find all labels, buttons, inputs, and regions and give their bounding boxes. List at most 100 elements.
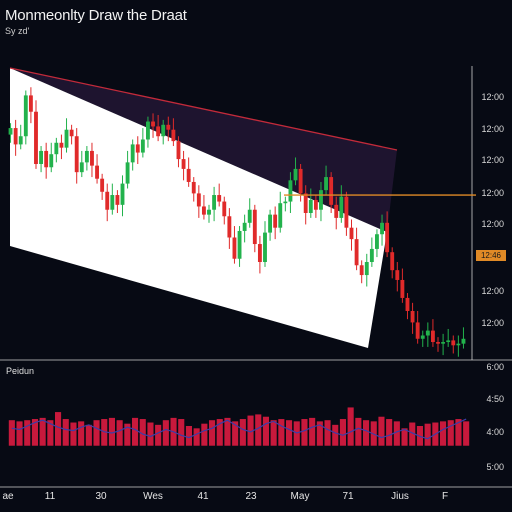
indicator-bar — [178, 419, 185, 446]
x-axis-tick: May — [290, 491, 310, 502]
candle-body — [95, 165, 99, 179]
indicator-bar — [47, 420, 54, 446]
candle-body — [359, 265, 364, 276]
indicator-bar — [309, 417, 316, 446]
indicator-bar — [255, 414, 262, 446]
candle-body — [430, 330, 435, 343]
candle-body — [313, 199, 318, 210]
indicator-axis-tick: 6:00 — [486, 362, 504, 372]
indicator-bar — [286, 420, 293, 446]
indicator-axis-tick: 5:00 — [486, 462, 504, 472]
indicator-bar — [201, 423, 208, 446]
indicator-bar — [239, 419, 246, 446]
indicator-bar — [24, 420, 31, 446]
price-axis-tick: 12:00 — [481, 318, 504, 328]
indicator-bar — [209, 420, 216, 446]
candle-body — [293, 168, 298, 181]
indicator-bar — [270, 420, 277, 446]
candle-body — [410, 311, 415, 323]
indicator-bar — [332, 424, 339, 446]
candle-body — [349, 227, 354, 240]
indicator-bar — [455, 419, 462, 446]
indicator-bar — [193, 428, 200, 446]
candle-body — [207, 209, 211, 215]
chart-subtitle: Sy zd' — [5, 26, 30, 36]
candle-body — [385, 222, 390, 253]
indicator-axis-tick: 4:00 — [486, 427, 504, 437]
candle-body — [308, 199, 313, 213]
indicator-bar — [463, 421, 470, 446]
candle-body — [69, 129, 74, 137]
candle-body — [212, 195, 217, 210]
indicator-bar — [363, 420, 370, 446]
indicator-bar — [185, 426, 192, 446]
candle-body — [146, 121, 150, 140]
trend-line — [9, 67, 398, 151]
candle-body — [390, 252, 395, 271]
candle-body — [13, 128, 18, 145]
indicator-bar — [262, 416, 269, 446]
candle-body — [375, 234, 379, 249]
candle-body — [222, 201, 227, 217]
candle-body — [130, 144, 135, 163]
indicator-bar — [62, 419, 69, 446]
indicator-bar — [339, 419, 346, 446]
candle-body — [64, 129, 69, 148]
candle-body — [105, 191, 110, 210]
candle-body — [217, 195, 222, 202]
x-axis-tick: 11 — [44, 491, 56, 502]
candle-body — [34, 111, 38, 164]
candle-body — [283, 201, 288, 204]
candle-body — [74, 136, 79, 173]
price-axis-tick: 12:00 — [481, 286, 504, 296]
indicator-bar — [16, 421, 23, 446]
indicator-bar — [124, 423, 131, 446]
indicator-bar — [393, 421, 400, 446]
candle-body — [257, 244, 262, 262]
x-axis-tick: F — [441, 491, 449, 502]
x-axis-tick: 23 — [245, 491, 257, 502]
candle-body — [115, 195, 120, 205]
x-axis-tick: 41 — [197, 491, 209, 502]
indicator-bar — [147, 422, 154, 446]
candle-body — [298, 168, 303, 194]
indicator-bar — [232, 421, 239, 446]
price-axis-tick: 12:00 — [481, 219, 504, 229]
indicator-bar — [85, 424, 92, 446]
candle-body — [125, 162, 130, 184]
indicator-bar — [132, 417, 139, 446]
indicator-line — [11, 418, 467, 440]
candle-body — [201, 206, 206, 215]
candle-body — [252, 209, 257, 245]
indicator-bar — [108, 417, 115, 446]
price-axis-tick: 12:00 — [481, 188, 504, 198]
candle-body — [339, 196, 344, 218]
candle-body — [395, 270, 400, 280]
candle-body — [456, 343, 461, 346]
candle-body — [120, 183, 125, 205]
candle-body — [273, 214, 278, 228]
indicator-bar — [447, 420, 454, 446]
indicator-bar — [301, 419, 308, 446]
indicator-label: Peidun — [6, 366, 35, 376]
candle-body — [354, 239, 359, 266]
candle-body — [319, 190, 323, 210]
candle-body — [28, 95, 33, 112]
candle-body — [400, 279, 405, 298]
candle-body — [268, 214, 273, 233]
current-price-tag: 12:46 — [476, 250, 506, 261]
indicator-bar — [440, 421, 447, 446]
indicator-bar — [55, 412, 62, 446]
candle-body — [461, 338, 466, 344]
candle-body — [196, 193, 201, 207]
indicator-bar — [386, 419, 393, 446]
indicator-bar — [70, 422, 77, 446]
indicator-bar — [162, 420, 169, 446]
candle-body — [451, 340, 456, 346]
candle-body — [303, 193, 308, 213]
candle-body — [324, 177, 328, 191]
candle-body — [161, 124, 166, 137]
candle-body — [329, 177, 334, 205]
indicator-bar — [409, 422, 416, 446]
candle-body — [39, 150, 44, 164]
